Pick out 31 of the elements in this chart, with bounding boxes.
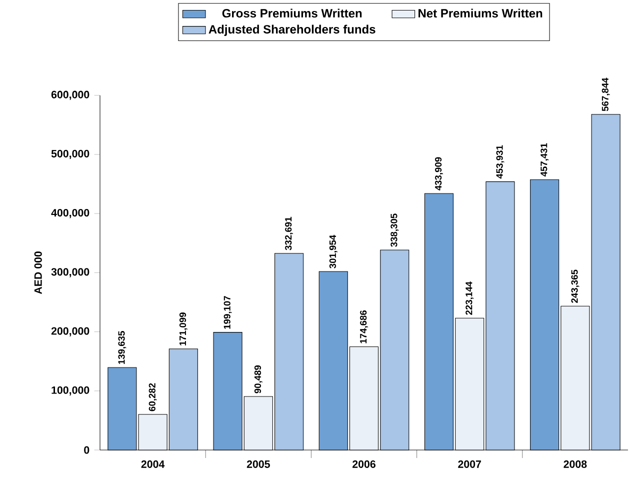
- data-label: 332,691: [285, 216, 293, 250]
- data-label: 60,282: [148, 383, 157, 412]
- data-label: 453,931: [496, 145, 504, 179]
- y-axis-title: AED 000: [34, 251, 42, 294]
- x-tick-label: 2005: [246, 460, 270, 468]
- y-tick-label: 400,000: [51, 209, 90, 218]
- data-label: 433,909: [435, 157, 443, 190]
- y-tick-label: 600,000: [51, 90, 90, 100]
- y-tick-label: 300,000: [51, 268, 90, 278]
- data-label: 139,635: [118, 331, 126, 364]
- x-tick-label: 2007: [458, 460, 481, 468]
- x-tick-label: 2004: [141, 460, 165, 468]
- x-tick-label: 2006: [352, 460, 376, 468]
- data-label: 243,365: [571, 270, 580, 303]
- data-label: 338,305: [390, 214, 399, 247]
- data-label: 199,107: [224, 296, 232, 329]
- data-label: 457,431: [540, 143, 549, 177]
- legend-label: Net Premiums Written: [418, 8, 542, 18]
- data-label: 223,144: [466, 281, 474, 315]
- y-tick-label: 500,000: [51, 150, 90, 159]
- y-tick-label: 0: [84, 446, 90, 454]
- x-tick-label: 2008: [564, 460, 587, 468]
- data-label: 171,099: [179, 312, 188, 346]
- legend-label: Adjusted Shareholders funds: [208, 24, 376, 36]
- y-tick-label: 100,000: [52, 386, 90, 396]
- legend-label: Gross Premiums Written: [222, 8, 362, 18]
- data-label: 567,844: [602, 78, 610, 112]
- y-tick-label: 200,000: [51, 327, 90, 336]
- data-label: 174,686: [360, 310, 368, 344]
- data-label: 90,489: [254, 365, 262, 394]
- data-label: 301,954: [329, 234, 338, 268]
